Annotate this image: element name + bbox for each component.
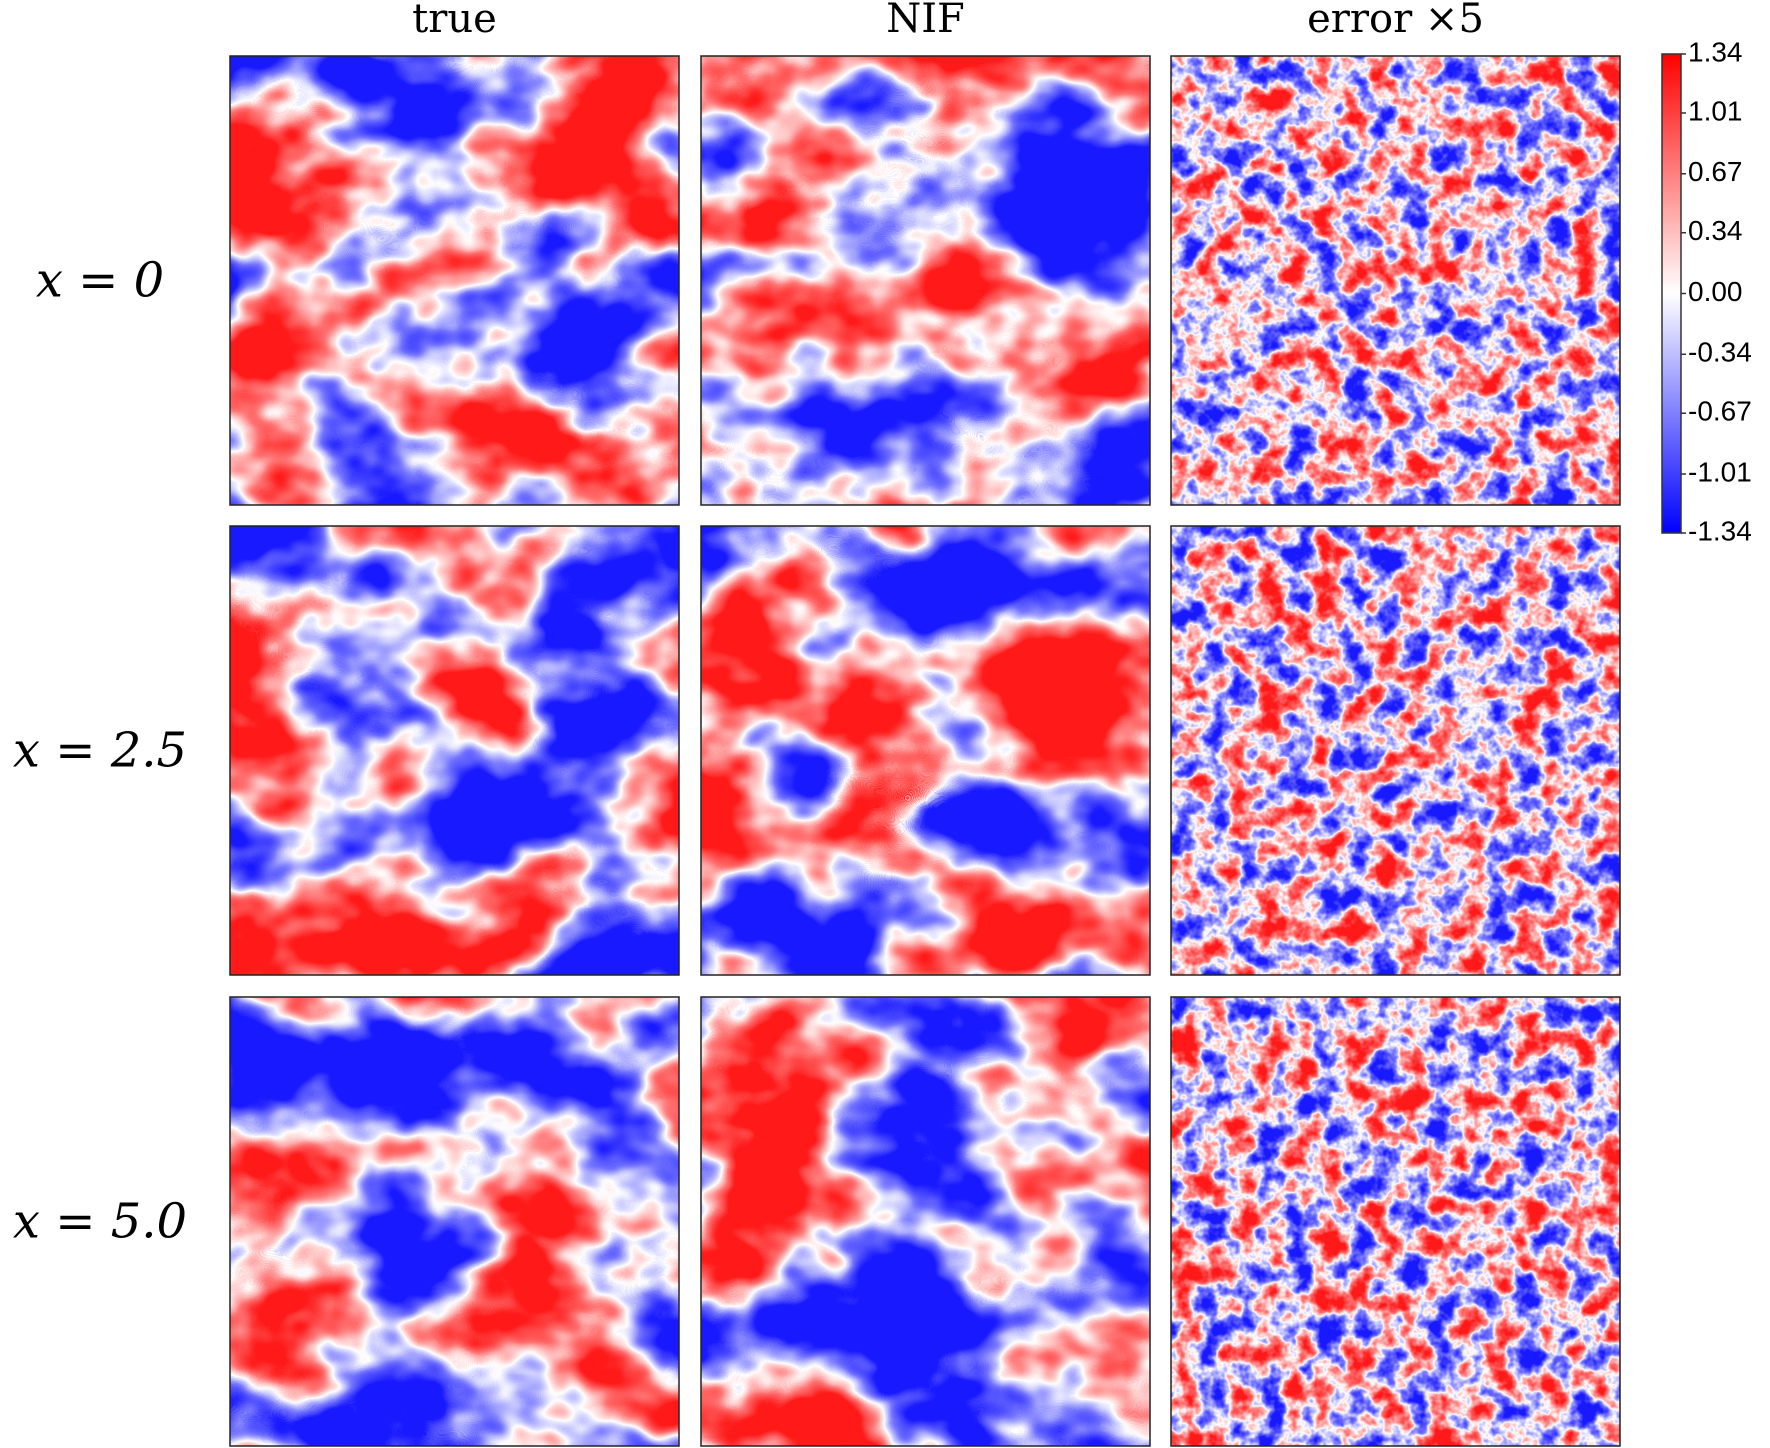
field-panel <box>700 55 1151 506</box>
field-image <box>230 997 679 1446</box>
field-image <box>701 526 1150 975</box>
field-panel <box>229 55 680 506</box>
field-panel <box>229 996 680 1447</box>
panel-frame <box>700 996 1151 1447</box>
colorbar-tick-label: -0.67 <box>1688 396 1752 427</box>
field-panel <box>1170 525 1621 976</box>
panel-frame <box>229 525 680 976</box>
field-image <box>230 526 679 975</box>
field-panel <box>1170 55 1621 506</box>
panel-frame <box>700 525 1151 976</box>
colorbar-tick-label: -1.34 <box>1688 515 1752 546</box>
colorbar-tick-label: -1.01 <box>1688 456 1752 487</box>
column-title: true <box>412 0 497 42</box>
field-image <box>230 56 679 505</box>
colorbar-tick-label: 0.00 <box>1688 276 1743 307</box>
row-label: x = 5.0 <box>13 1194 187 1250</box>
panel-frame <box>229 996 680 1447</box>
colorbar-tick-label: 1.34 <box>1688 36 1743 67</box>
panel-frame <box>1170 525 1621 976</box>
field-panel <box>1170 996 1621 1447</box>
colorbar-tick-label: 0.67 <box>1688 156 1743 187</box>
field-image <box>701 997 1150 1446</box>
colorbar-tick-label: 1.01 <box>1688 95 1743 126</box>
field-image <box>1171 56 1620 505</box>
field-image <box>1171 526 1620 975</box>
field-image <box>701 56 1150 505</box>
colorbar-tick-label: 0.34 <box>1688 215 1743 246</box>
colorbar-tick-label: -0.34 <box>1688 337 1752 368</box>
column-title: error ×5 <box>1307 0 1484 42</box>
field-panel <box>700 996 1151 1447</box>
panel-frame <box>1170 996 1621 1447</box>
row-label: x = 0 <box>36 253 164 309</box>
panel-frame <box>229 55 680 506</box>
row-label: x = 2.5 <box>13 723 187 779</box>
panel-frame <box>1170 55 1621 506</box>
field-image <box>1171 997 1620 1446</box>
panel-frame <box>700 55 1151 506</box>
column-title: NIF <box>886 0 965 42</box>
field-panel <box>229 525 680 976</box>
field-panel <box>700 525 1151 976</box>
colorbar <box>1661 53 1682 534</box>
